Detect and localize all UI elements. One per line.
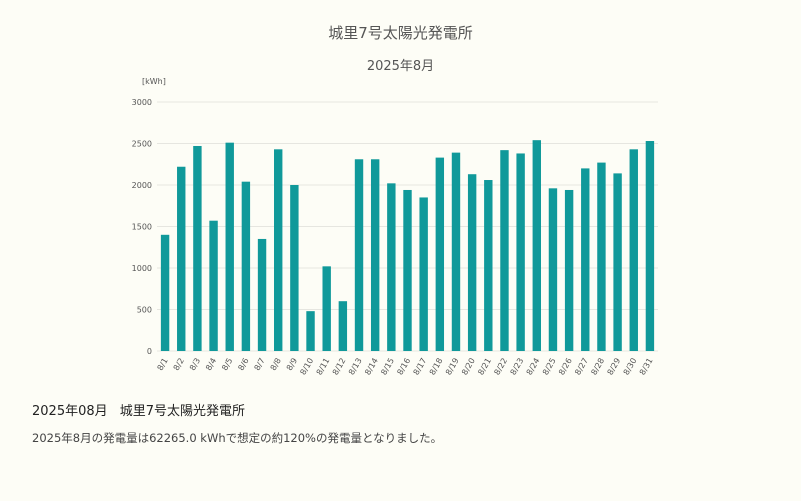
bar: [209, 220, 218, 351]
x-tick-label: 8/16: [395, 357, 412, 377]
bar: [306, 311, 315, 351]
bar: [532, 140, 541, 351]
bar: [387, 183, 396, 351]
bar: [516, 153, 525, 351]
x-tick-label: 8/1: [156, 357, 170, 373]
bar: [564, 189, 574, 351]
x-tick-label: 8/2: [172, 357, 186, 373]
x-tick-label: 8/7: [253, 357, 267, 373]
bar: [597, 162, 606, 351]
x-tick-label: 8/6: [236, 357, 250, 373]
x-tick-label: 8/12: [331, 357, 348, 377]
y-tick-label: 1000: [132, 264, 152, 273]
bar: [370, 159, 380, 351]
bar: [322, 266, 331, 351]
bar: [403, 189, 412, 351]
grid-lines: [157, 101, 658, 352]
x-tick-label: 8/9: [285, 357, 299, 373]
report-summary: 2025年8月の発電量は62265.0 kWhで想定の約120%の発電量となりま…: [32, 431, 443, 445]
bar: [613, 173, 622, 351]
x-tick-label: 8/31: [638, 357, 655, 377]
x-tick-label: 8/13: [347, 357, 364, 377]
bar: [484, 180, 493, 351]
chart-subtitle: 2025年8月: [366, 59, 435, 74]
report-month: 2025年08月: [32, 404, 108, 419]
x-tick-label: 8/4: [204, 357, 218, 373]
bar: [419, 197, 428, 351]
x-tick-label: 8/11: [315, 357, 332, 377]
y-tick-label: 2000: [132, 181, 152, 190]
bar: [160, 234, 170, 351]
x-tick-label: 8/30: [622, 357, 639, 377]
y-tick-label: 0: [147, 347, 152, 356]
bar: [257, 238, 267, 351]
x-tick-label: 8/18: [428, 357, 445, 377]
x-tick-label: 8/23: [509, 357, 526, 377]
x-tick-label: 8/21: [476, 357, 493, 377]
report-station: 城里7号太陽光発電所: [119, 404, 246, 419]
y-tick-label: 500: [137, 306, 152, 315]
y-axis: 0 500 1000 1500 2000 2500 3000: [132, 98, 152, 356]
report-heading: 2025年08月 城里7号太陽光発電所: [32, 400, 253, 419]
x-tick-label: 8/29: [606, 357, 623, 377]
y-axis-label: [kWh]: [142, 77, 166, 86]
x-tick-label: 8/14: [363, 357, 380, 377]
bar: [467, 174, 477, 351]
bar: [338, 301, 348, 351]
x-tick-label: 8/24: [525, 357, 542, 377]
x-tick-label: 8/10: [298, 357, 315, 377]
x-tick-label: 8/26: [557, 357, 574, 377]
x-tick-label: 8/27: [573, 357, 590, 377]
bar: [354, 159, 364, 351]
bar-chart: 0 500 1000 1500 2000 2500 3000 8/1 8/2 8/3 8/4 8/5…: [132, 77, 658, 377]
x-tick-label: 8/5: [220, 357, 234, 373]
bar: [225, 142, 234, 351]
x-tick-label: 8/19: [444, 357, 461, 377]
bar: [274, 149, 283, 351]
bar: [177, 166, 186, 351]
x-tick-label: 8/17: [412, 357, 429, 377]
y-tick-label: 3000: [132, 98, 152, 107]
bar: [500, 150, 509, 351]
x-axis: 8/1 8/2 8/3 8/4 8/5 8/6 8/7 8/8 8/9 8/10 8/11 8/12 8…: [156, 357, 655, 377]
x-tick-label: 8/15: [379, 357, 396, 377]
bar: [290, 185, 299, 351]
bar: [451, 152, 461, 351]
bars: [160, 140, 655, 351]
bar: [241, 181, 251, 351]
x-tick-label: 8/22: [492, 357, 509, 377]
bar: [435, 157, 445, 351]
bar: [629, 149, 638, 351]
bar: [193, 145, 202, 351]
x-tick-label: 8/25: [541, 357, 558, 377]
y-tick-label: 2500: [132, 140, 152, 149]
bar: [548, 188, 558, 351]
bar: [645, 141, 655, 351]
y-tick-label: 1500: [132, 223, 152, 232]
x-tick-label: 8/8: [269, 357, 283, 373]
bar: [581, 168, 590, 351]
x-tick-label: 8/28: [589, 357, 606, 377]
chart-title: 城里7号太陽光発電所: [328, 24, 473, 42]
x-tick-label: 8/20: [460, 357, 477, 377]
x-tick-label: 8/3: [188, 357, 202, 373]
